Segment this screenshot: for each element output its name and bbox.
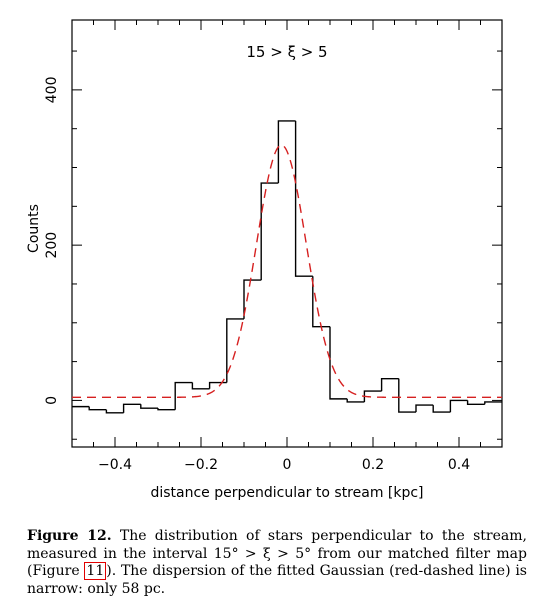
x-tick-label: 0.2: [362, 457, 384, 473]
x-axis-label: distance perpendicular to stream [kpc]: [150, 485, 423, 501]
histogram-bin: [140, 404, 158, 409]
histogram-bin: [122, 403, 141, 413]
histogram-bin: [380, 377, 399, 392]
histogram-bin: [277, 120, 296, 184]
caption-text-b: ). The dispersion of the fitted Gaussian…: [27, 563, 527, 597]
caption-text-a: The distribution of stars perpendicular …: [27, 528, 527, 579]
histogram-bin: [191, 382, 210, 390]
histogram-bin: [363, 390, 382, 402]
x-tick-label: −0.4: [98, 457, 132, 473]
histogram-bin: [312, 276, 330, 328]
histogram-bin: [449, 399, 468, 413]
x-tick-label: 0.4: [448, 457, 470, 473]
histogram-bin: [398, 378, 416, 413]
histogram-chart: −0.4 −0.2 0 0.2 0.4 0 200 400 distance perpendic…: [26, 19, 503, 501]
figure-caption: Figure 12. The distribution of stars per…: [27, 528, 527, 598]
histogram-bin: [415, 404, 434, 413]
figure-reference-link[interactable]: 11: [84, 562, 107, 580]
figure: −0.4 −0.2 0 0.2 0.4 0 200 400 distance perpendic…: [26, 19, 503, 501]
histogram-bin: [174, 381, 193, 410]
histogram-bin: [329, 326, 348, 400]
histogram-bin: [260, 182, 279, 281]
y-tick-label: 400: [44, 77, 60, 104]
plot-frame: [71, 19, 503, 448]
histogram-bin: [294, 120, 313, 277]
y-tick-label: 0: [44, 396, 60, 405]
caption-label: Figure 12.: [27, 528, 112, 544]
histogram-bin: [346, 398, 365, 403]
histogram-bin: [466, 400, 485, 405]
x-tick-label: 0: [283, 457, 292, 473]
histogram-bin: [432, 405, 451, 413]
histogram-bin: [157, 408, 176, 411]
gaussian-fit-curve: [72, 144, 502, 399]
histogram-bin: [484, 401, 502, 405]
histogram-bin: [88, 406, 107, 411]
histogram-bin: [243, 279, 262, 319]
x-tick-label: −0.2: [184, 457, 218, 473]
histogram-bin: [208, 381, 227, 389]
y-axis-label: Counts: [26, 204, 42, 253]
histogram-bin: [226, 318, 244, 383]
chart-title: 15 > ξ > 5: [246, 43, 327, 61]
histogram-bin: [105, 409, 124, 414]
y-tick-label: 200: [44, 232, 60, 259]
